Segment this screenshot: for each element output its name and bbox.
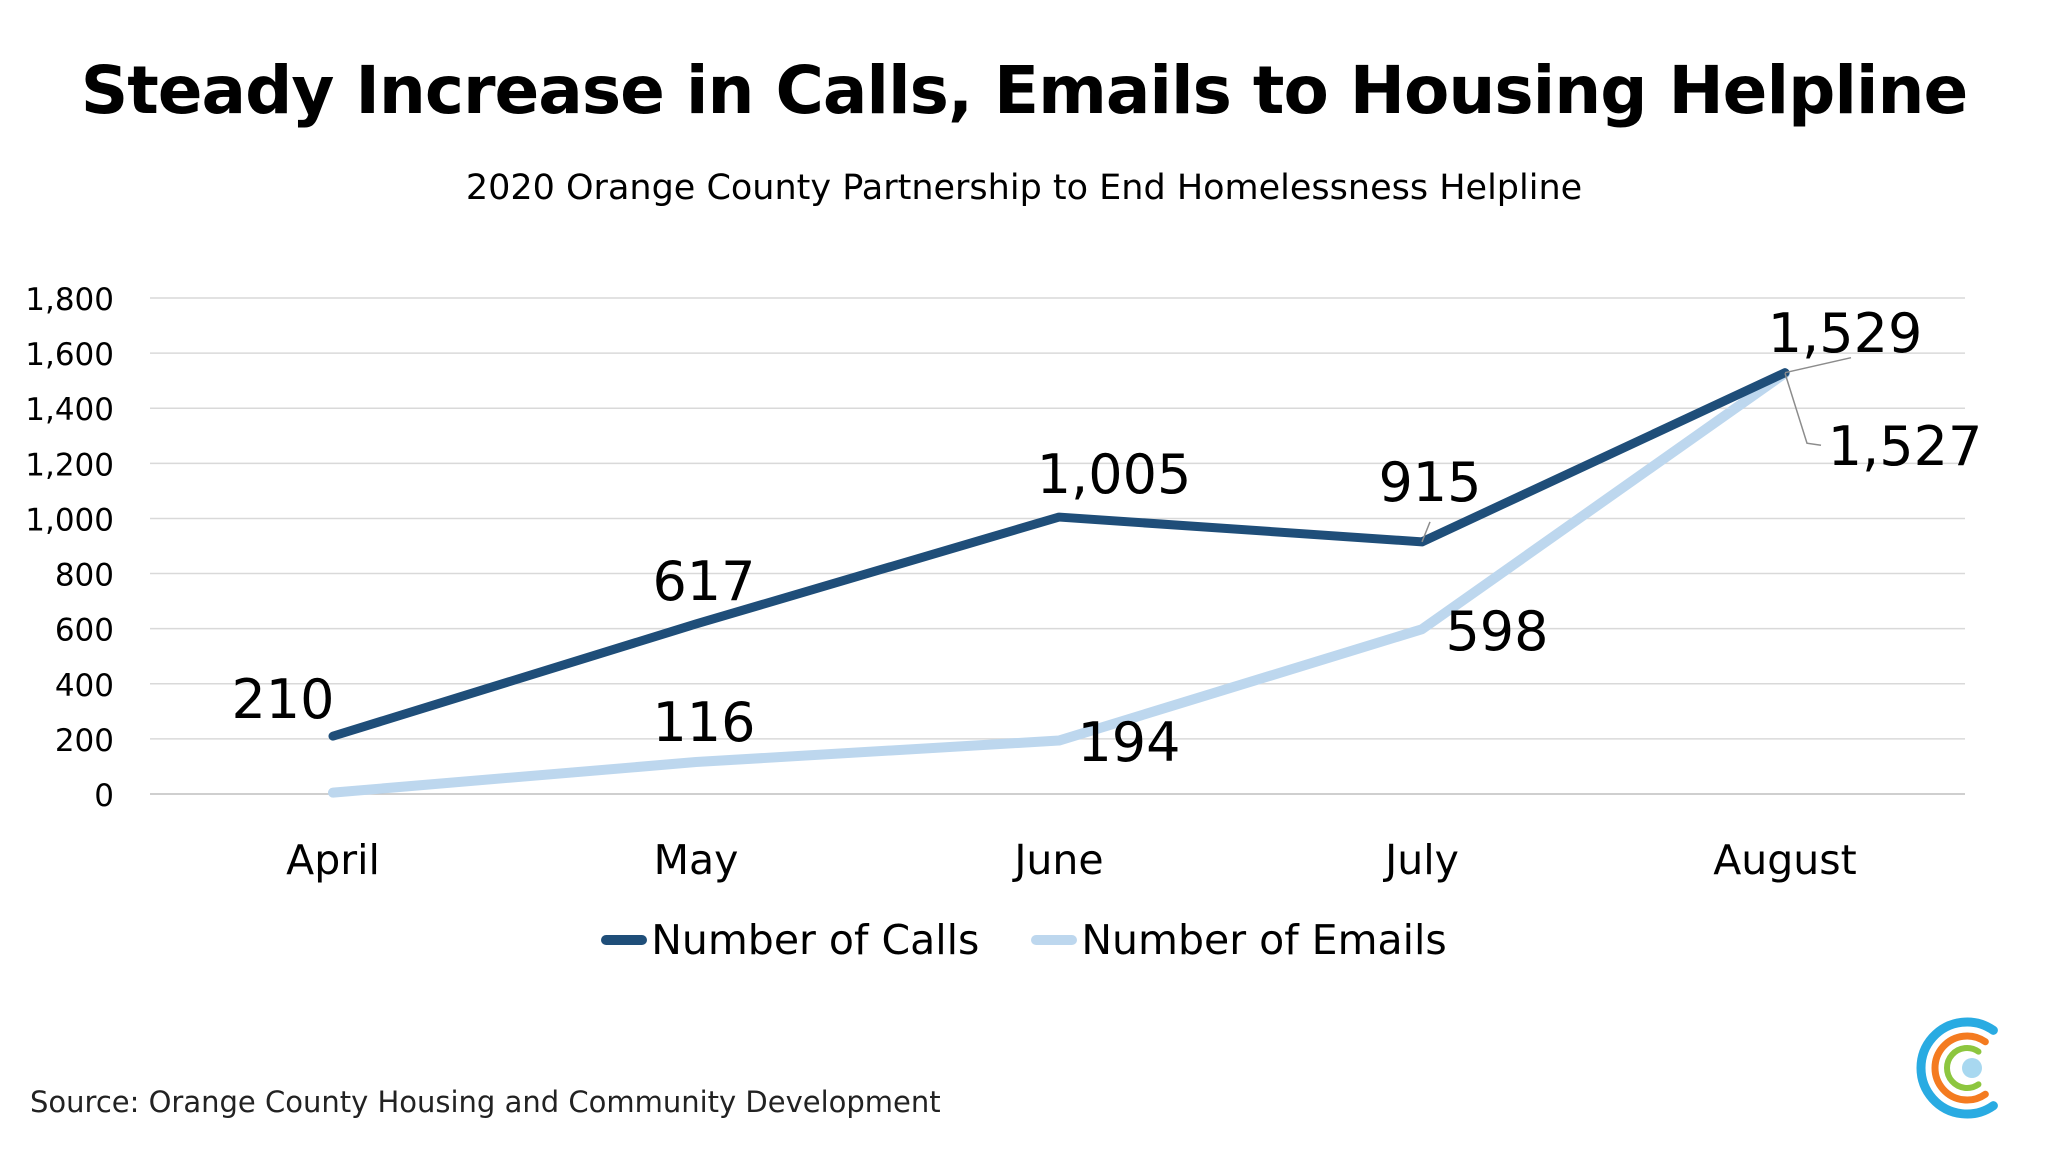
legend-label-calls: Number of Calls [651, 916, 980, 964]
data-label-emails: 1,527 [1828, 415, 1983, 478]
logo-arc [1944, 1045, 1982, 1091]
data-label-calls: 1,005 [1037, 443, 1192, 506]
chart-title: Steady Increase in Calls, Emails to Hous… [80, 52, 1969, 129]
x-tick-label: May [654, 836, 739, 884]
data-label-calls: 210 [231, 668, 334, 731]
y-tick-label: 1,800 [25, 282, 114, 318]
data-label-emails: 116 [652, 691, 755, 754]
data-label-emails: 598 [1445, 600, 1548, 663]
chart-legend: Number of Calls Number of Emails [0, 916, 2048, 964]
x-tick-label: August [1713, 836, 1856, 884]
series-line-emails [328, 368, 1790, 798]
logo-arc [1931, 1032, 1989, 1104]
logo-arc [1916, 1017, 1998, 1119]
y-tick-label: 0 [94, 778, 114, 814]
y-tick-label: 600 [55, 613, 114, 649]
legend-label-emails: Number of Emails [1081, 916, 1447, 964]
y-tick-label: 800 [55, 558, 114, 594]
y-tick-label: 1,200 [25, 447, 114, 483]
concentric-c-logo-icon [1916, 1017, 1998, 1119]
data-label-calls: 915 [1378, 451, 1481, 514]
data-label-calls: 1,529 [1768, 302, 1923, 365]
leader-line [1784, 373, 1822, 446]
leader-line [1784, 356, 1852, 374]
x-tick-label: June [1011, 836, 1103, 884]
source-note: Source: Orange County Housing and Commun… [30, 1085, 941, 1119]
series-line-calls [328, 368, 1790, 741]
y-tick-label: 1,600 [25, 337, 114, 373]
y-tick-label: 400 [55, 668, 114, 704]
legend-swatch-calls [601, 935, 648, 945]
y-tick-label: 1,400 [25, 392, 114, 428]
leader-line [1421, 521, 1431, 543]
data-label-calls: 617 [652, 550, 755, 613]
data-label-emails: 194 [1077, 711, 1180, 774]
chart-subtitle: 2020 Orange County Partnership to End Ho… [465, 168, 1583, 208]
legend-item-calls: Number of Calls [601, 916, 979, 964]
legend-swatch-emails [1031, 935, 1078, 945]
y-tick-label: 200 [55, 723, 114, 759]
logo-dot [1962, 1058, 1982, 1078]
x-tick-label: July [1382, 836, 1459, 884]
legend-item-emails: Number of Emails [1031, 916, 1447, 964]
y-tick-label: 1,000 [25, 502, 114, 538]
x-tick-label: April [286, 836, 380, 884]
